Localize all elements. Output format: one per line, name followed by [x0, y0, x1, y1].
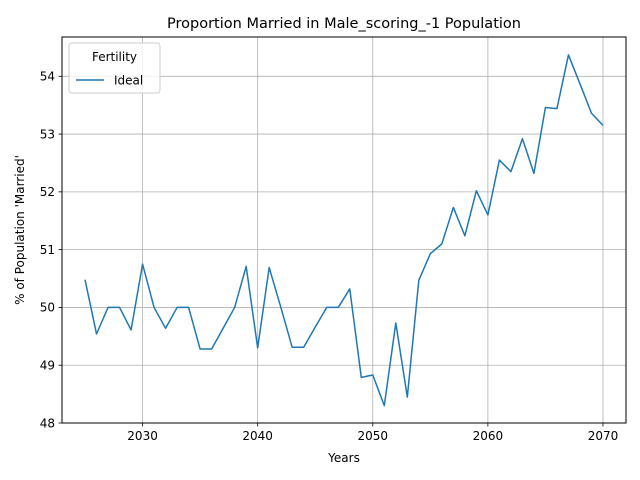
y-axis-label: % of Population 'Married': [13, 155, 27, 305]
y-tick-label: 50: [40, 301, 55, 315]
y-tick-label: 53: [40, 127, 55, 141]
chart-title: Proportion Married in Male_scoring_-1 Po…: [167, 16, 521, 32]
x-axis-label: Years: [327, 451, 360, 465]
y-tick-label: 48: [40, 416, 55, 430]
legend-entry-label: Ideal: [114, 74, 143, 88]
plot-frame: [61, 36, 627, 424]
x-tick-label: 2040: [242, 429, 273, 443]
legend: Fertility Ideal: [68, 42, 161, 94]
y-tick-label: 49: [40, 359, 55, 373]
grid-lines: [62, 37, 626, 424]
y-tick-label: 51: [40, 243, 55, 257]
y-tick-label: 54: [40, 70, 55, 84]
series-layer: [84, 54, 604, 407]
axis-ticks: 2030 2040 2050 2060 2070 48 49 50 51 52 53 54: [40, 70, 619, 443]
x-tick-label: 2030: [127, 429, 158, 443]
x-tick-label: 2060: [473, 429, 504, 443]
series-line-ideal: [84, 54, 604, 407]
x-tick-label: 2070: [588, 429, 619, 443]
legend-title: Fertility: [92, 50, 137, 64]
y-tick-label: 52: [40, 185, 55, 199]
x-tick-label: 2050: [358, 429, 389, 443]
